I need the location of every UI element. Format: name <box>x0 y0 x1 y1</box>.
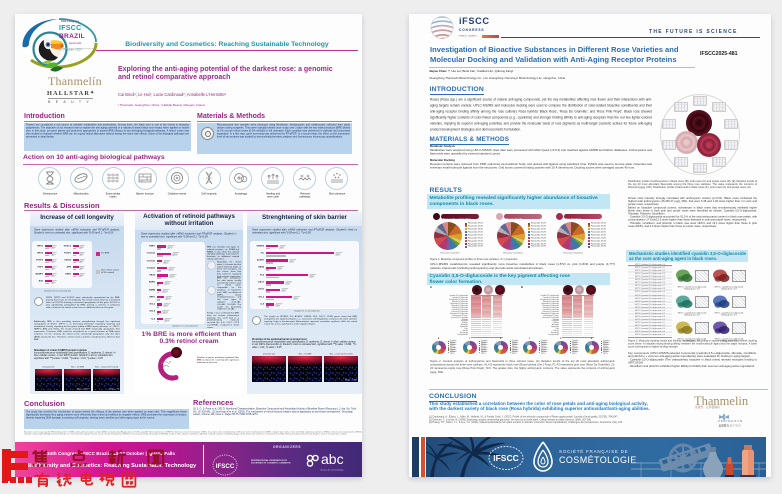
svg-text:IFSCC: IFSCC <box>493 453 519 463</box>
svg-text:IFSCC: IFSCC <box>216 463 235 470</box>
